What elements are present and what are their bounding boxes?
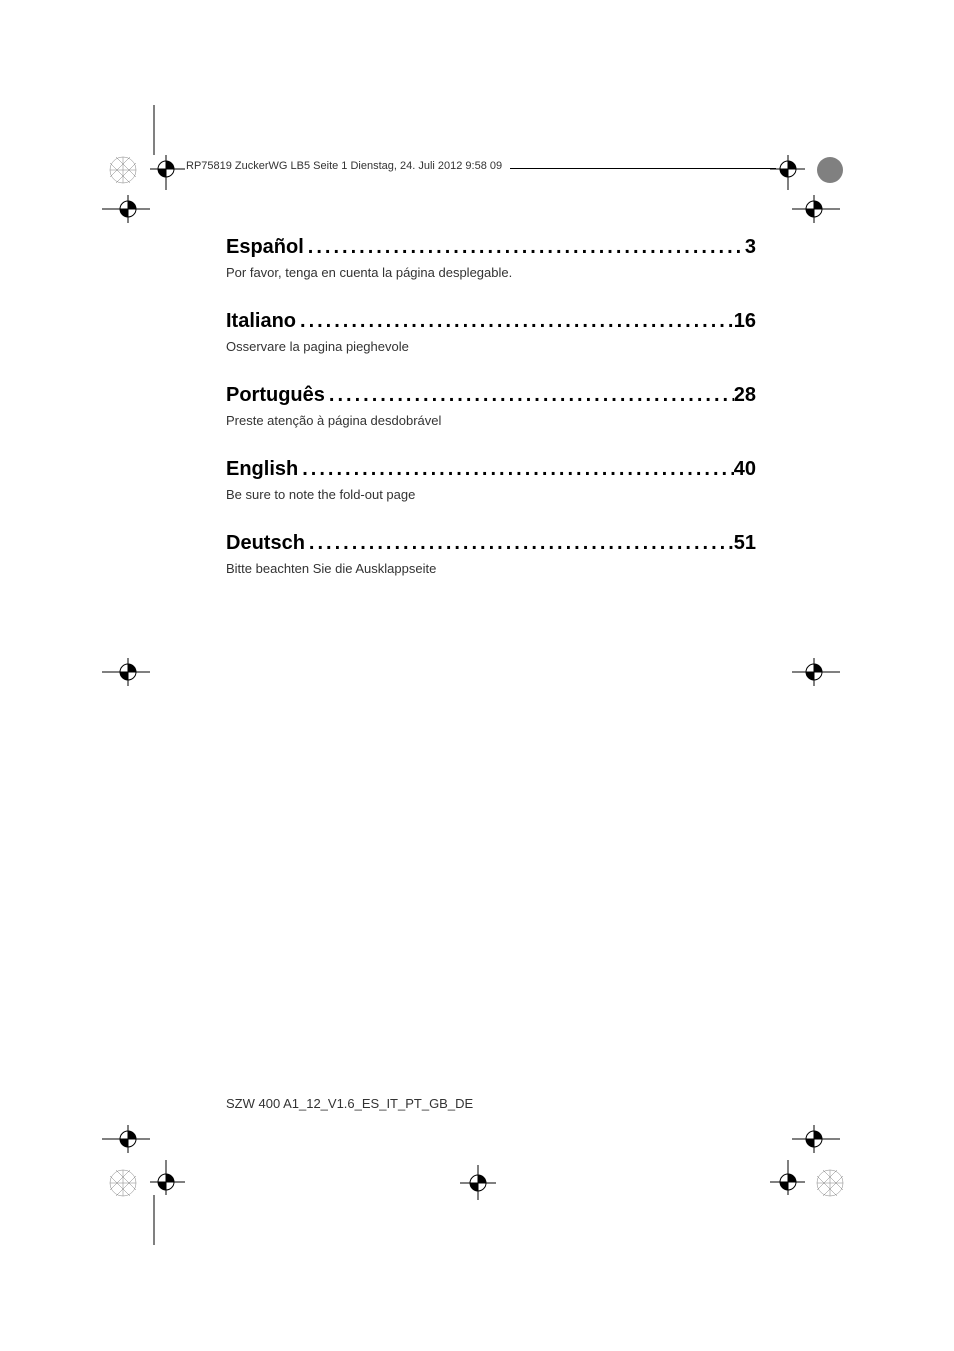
toc-dots — [305, 532, 734, 555]
toc-title-row: Español 3 — [226, 236, 756, 259]
toc-subtitle: Preste atenção à página desdobrável — [226, 413, 756, 428]
toc-title-row: Português 28 — [226, 384, 756, 407]
toc-page: 40 — [734, 458, 756, 481]
toc-dots — [298, 458, 734, 481]
toc-entry: Deutsch 51 Bitte beachten Sie die Auskla… — [226, 532, 756, 576]
toc-dots — [296, 310, 734, 333]
crop-registration-mr — [792, 658, 852, 698]
toc-title-row: Deutsch 51 — [226, 532, 756, 555]
toc-lang: Español — [226, 236, 304, 259]
crop-registration-bc — [454, 1165, 504, 1215]
toc-entry: English 40 Be sure to note the fold-out … — [226, 458, 756, 502]
toc-lang: Italiano — [226, 310, 296, 333]
crop-circle-tr-outer — [815, 155, 845, 185]
crop-circle-bl-outer — [108, 1168, 138, 1198]
toc-subtitle: Be sure to note the fold-out page — [226, 487, 756, 502]
toc-title-row: Italiano 16 — [226, 310, 756, 333]
toc-subtitle: Por favor, tenga en cuenta la página des… — [226, 265, 756, 280]
toc-dots — [325, 384, 734, 407]
header-text: RP75819 ZuckerWG LB5 Seite 1 Dienstag, 2… — [186, 160, 510, 172]
crop-line-tl-v — [144, 105, 164, 165]
toc-subtitle: Bitte beachten Sie die Ausklappseite — [226, 561, 756, 576]
footer-text: SZW 400 A1_12_V1.6_ES_IT_PT_GB_DE — [226, 1096, 473, 1111]
toc-lang: English — [226, 458, 298, 481]
crop-registration-br2 — [792, 1125, 852, 1165]
toc-page: 16 — [734, 310, 756, 333]
crop-registration-br — [770, 1160, 820, 1210]
crop-registration-ml — [102, 658, 162, 698]
toc-content: Español 3 Por favor, tenga en cuenta la … — [226, 236, 756, 606]
toc-dots — [304, 236, 745, 259]
toc-page: 51 — [734, 532, 756, 555]
toc-entry: Español 3 Por favor, tenga en cuenta la … — [226, 236, 756, 280]
crop-circle-br-outer — [815, 1168, 845, 1198]
crop-registration-tl2 — [102, 195, 162, 235]
toc-title-row: English 40 — [226, 458, 756, 481]
crop-circle-tl-outer — [108, 155, 138, 185]
toc-lang: Deutsch — [226, 532, 305, 555]
crop-registration-bl2 — [102, 1125, 162, 1165]
crop-line-bl-v — [144, 1195, 164, 1255]
toc-entry: Português 28 Preste atenção à página des… — [226, 384, 756, 428]
crop-registration-tr2 — [792, 195, 852, 235]
toc-entry: Italiano 16 Osservare la pagina pieghevo… — [226, 310, 756, 354]
toc-page: 3 — [745, 236, 756, 259]
toc-subtitle: Osservare la pagina pieghevole — [226, 339, 756, 354]
toc-lang: Português — [226, 384, 325, 407]
toc-page: 28 — [734, 384, 756, 407]
